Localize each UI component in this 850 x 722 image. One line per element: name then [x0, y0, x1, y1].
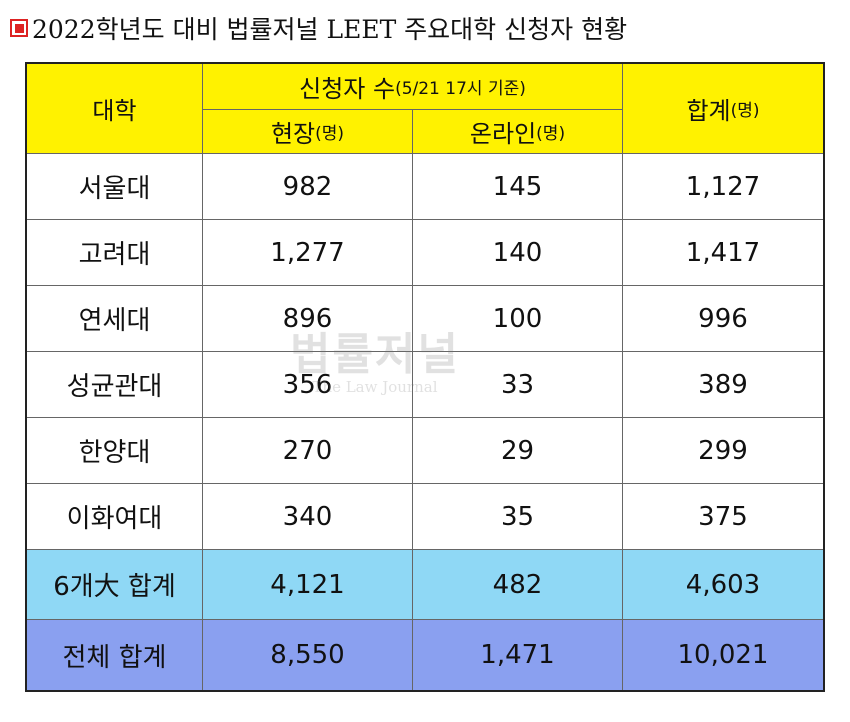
- row-total: 389: [623, 352, 823, 418]
- row-onsite: 896: [203, 286, 413, 352]
- row-online: 33: [413, 352, 623, 418]
- header-online: 온라인 (명): [413, 110, 623, 154]
- row-onsite: 356: [203, 352, 413, 418]
- grand-total-onsite: 8,550: [203, 620, 413, 690]
- header-onsite: 현장 (명): [203, 110, 413, 154]
- row-univ-name: 이화여대: [27, 484, 203, 550]
- grand-total-total: 10,021: [623, 620, 823, 690]
- row-total: 375: [623, 484, 823, 550]
- sum6-total: 4,603: [623, 550, 823, 620]
- header-applicants: 신청자 수 (5/21 17시 기준): [203, 64, 623, 110]
- row-onsite: 270: [203, 418, 413, 484]
- row-onsite: 340: [203, 484, 413, 550]
- row-univ-name: 한양대: [27, 418, 203, 484]
- header-online-label: 온라인: [469, 120, 537, 148]
- header-applicants-note: (5/21 17시 기준): [395, 79, 526, 99]
- header-sum: 합계 (명): [623, 64, 823, 154]
- row-univ-name: 연세대: [27, 286, 203, 352]
- row-online: 29: [413, 418, 623, 484]
- row-onsite: 982: [203, 154, 413, 220]
- sum6-label: 6개大 합계: [27, 550, 203, 620]
- header-sum-unit: (명): [730, 101, 760, 121]
- grand-total-online: 1,471: [413, 620, 623, 690]
- row-univ-name: 성균관대: [27, 352, 203, 418]
- row-total: 299: [623, 418, 823, 484]
- row-total: 1,417: [623, 220, 823, 286]
- grand-total-label: 전체 합계: [27, 620, 203, 690]
- document-title: 2022학년도 대비 법률저널 LEET 주요대학 신청자 현황: [10, 12, 627, 44]
- header-applicants-label: 신청자 수: [299, 75, 396, 103]
- title-text: 2022학년도 대비 법률저널 LEET 주요대학 신청자 현황: [32, 15, 628, 44]
- row-univ-name: 고려대: [27, 220, 203, 286]
- header-onsite-label: 현장: [270, 120, 316, 148]
- row-online: 145: [413, 154, 623, 220]
- row-total: 1,127: [623, 154, 823, 220]
- row-onsite: 1,277: [203, 220, 413, 286]
- applicants-table: 대학 신청자 수 (5/21 17시 기준) 합계 (명) 현장 (명) 온라인 (명)…: [25, 62, 825, 692]
- row-univ-name: 서울대: [27, 154, 203, 220]
- sum6-online: 482: [413, 550, 623, 620]
- row-online: 140: [413, 220, 623, 286]
- header-online-unit: (명): [536, 124, 566, 144]
- header-univ: 대학: [27, 64, 203, 154]
- row-online: 100: [413, 286, 623, 352]
- header-onsite-unit: (명): [315, 124, 345, 144]
- row-total: 996: [623, 286, 823, 352]
- sum6-onsite: 4,121: [203, 550, 413, 620]
- row-online: 35: [413, 484, 623, 550]
- red-square-bullet-icon: [10, 19, 28, 37]
- header-sum-label: 합계: [686, 97, 731, 125]
